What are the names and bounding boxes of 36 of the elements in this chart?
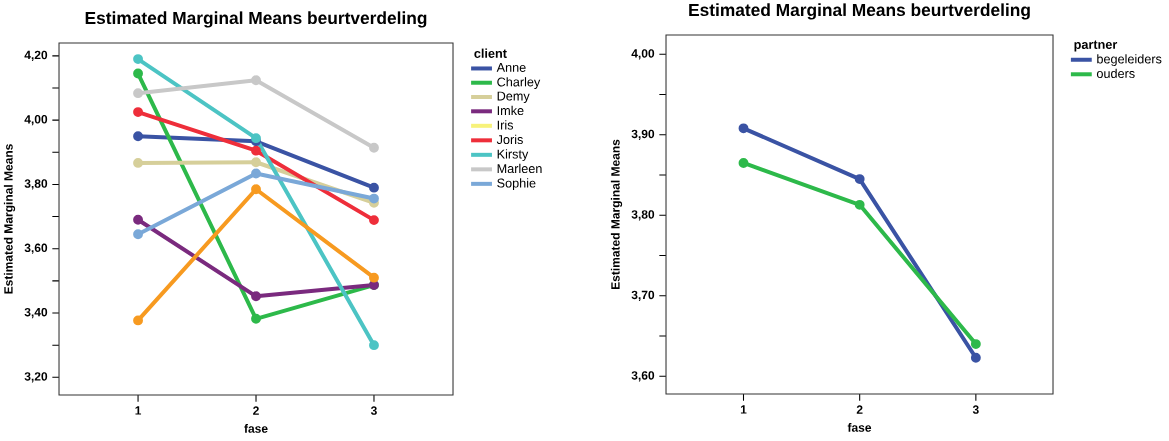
chart-title: Estimated Marginal Means beurtverdeling bbox=[85, 11, 427, 28]
legend-label: Imke bbox=[497, 105, 524, 116]
legend-label: Charley bbox=[497, 77, 541, 89]
y-tick-label: 3,20 bbox=[24, 372, 48, 383]
legend-title: client bbox=[474, 48, 507, 58]
legend-title: partner bbox=[1074, 40, 1118, 52]
x-tick-label: 3 bbox=[370, 406, 377, 415]
chart-title: Estimated Marginal Means beurtverdeling bbox=[689, 3, 1030, 20]
y-tick-label: 3,40 bbox=[24, 307, 48, 319]
legend-label: Sophie bbox=[497, 178, 536, 191]
legend-label: Marleen bbox=[497, 163, 542, 174]
y-tick-label: 3,70 bbox=[631, 290, 655, 301]
x-tick-label: 3 bbox=[972, 405, 979, 414]
legend-label: Iris bbox=[497, 120, 514, 130]
x-axis-title: fase bbox=[847, 423, 872, 432]
y-axis-title: Estimated Marginal Means bbox=[610, 139, 623, 290]
y-axis-title: Estimated Marginal Means bbox=[3, 144, 16, 294]
y-tick-label: 3,90 bbox=[631, 129, 655, 140]
legend-label: begeleiders bbox=[1097, 54, 1162, 66]
y-tick-label: 4,00 bbox=[24, 115, 48, 126]
x-tick-label: 1 bbox=[135, 406, 142, 415]
y-tick-label: 3,60 bbox=[631, 371, 655, 382]
legend-label: ouders bbox=[1096, 68, 1135, 78]
legend-label: Joris bbox=[496, 134, 523, 145]
x-axis-title: fase bbox=[244, 424, 268, 433]
legend-label: Anne bbox=[496, 63, 526, 72]
x-tick-label: 1 bbox=[740, 405, 747, 414]
y-tick-label: 4,00 bbox=[631, 49, 655, 60]
legend-label: Demy bbox=[497, 91, 530, 104]
y-tick-label: 3,60 bbox=[24, 243, 48, 254]
legend-label: Kirsty bbox=[497, 149, 529, 162]
y-tick-label: 3,80 bbox=[24, 179, 48, 190]
y-tick-label: 4,20 bbox=[24, 50, 48, 61]
x-tick-label: 2 bbox=[253, 406, 259, 415]
y-tick-label: 3,80 bbox=[631, 210, 655, 221]
x-tick-label: 2 bbox=[856, 405, 863, 414]
